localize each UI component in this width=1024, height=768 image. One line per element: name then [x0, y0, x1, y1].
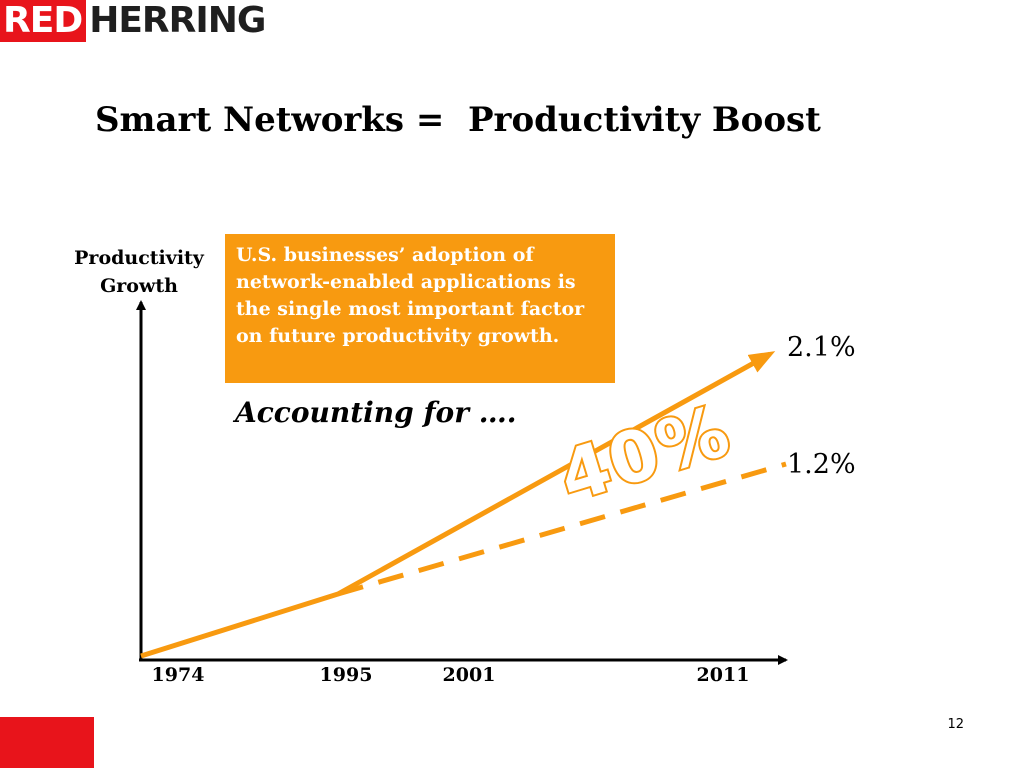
callout-box: U.S. businesses’ adoption of network-ena… [225, 234, 615, 383]
footer-red-block [0, 717, 94, 768]
x-tick-label: 1995 [319, 664, 373, 686]
solid-series-end-label: 2.1% [787, 332, 856, 363]
slide-title: Smart Networks = Productivity Boost [95, 100, 821, 140]
callout-text: U.S. businesses’ adoption of network-ena… [236, 244, 585, 347]
y-axis-label: Productivity Growth [64, 244, 214, 300]
accounting-text: Accounting for …. [235, 396, 517, 429]
logo-herring-part: HERRING [89, 0, 266, 41]
dashed-series-end-label: 1.2% [787, 449, 856, 480]
page-number: 12 [947, 717, 964, 732]
series-dashed-line [337, 461, 787, 597]
y-axis-label-line1: Productivity [74, 247, 204, 269]
x-tick-label: 2011 [696, 664, 750, 686]
x-tick-label: 1974 [151, 664, 205, 686]
x-tick-label: 2001 [442, 664, 496, 686]
y-axis-label-line2: Growth [100, 275, 178, 297]
logo-red-part: RED [0, 0, 87, 42]
red-herring-logo: RED HERRING [0, 0, 266, 42]
